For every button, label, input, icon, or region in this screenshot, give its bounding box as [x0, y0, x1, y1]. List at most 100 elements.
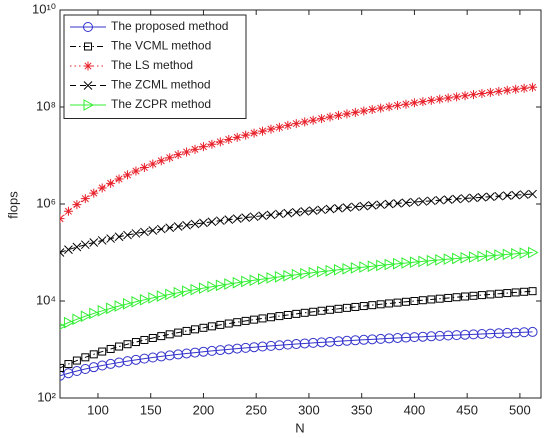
data-point: [266, 210, 276, 220]
data-point: [165, 153, 175, 163]
data-point: [444, 293, 453, 302]
data-point: [477, 250, 488, 263]
x-tick-label: 250: [245, 402, 267, 417]
data-point: [392, 332, 403, 343]
data-point: [232, 276, 244, 289]
y-tick-label: 10⁶: [36, 195, 56, 210]
data-point: [215, 345, 226, 356]
data-point: [106, 344, 115, 353]
data-point: [148, 159, 158, 169]
data-point: [409, 98, 419, 108]
y-tick-label: 10¹⁰: [32, 1, 56, 16]
data-point: [165, 223, 175, 233]
data-point: [148, 292, 159, 304]
data-point: [215, 216, 225, 226]
data-point: [376, 200, 386, 210]
data-point: [241, 213, 251, 222]
series-line: [60, 252, 533, 327]
data-point: [460, 91, 470, 101]
data-point: [385, 299, 394, 308]
data-point: [376, 300, 385, 309]
data-point: [401, 257, 413, 269]
x-tick-label: 500: [509, 402, 531, 417]
data-point: [317, 114, 327, 124]
data-point: [131, 295, 142, 308]
data-point: [60, 214, 65, 224]
data-point: [511, 84, 521, 94]
data-point: [376, 259, 387, 272]
data-point: [325, 264, 337, 277]
data-point: [97, 236, 107, 245]
x-axis-label: N: [295, 420, 304, 435]
data-point: [60, 363, 64, 372]
data-point: [274, 122, 284, 132]
data-point: [72, 200, 82, 210]
data-point: [106, 234, 115, 243]
legend-marker: [83, 81, 93, 90]
data-point: [477, 192, 487, 202]
data-point: [418, 255, 429, 268]
data-point: [291, 119, 301, 129]
data-point: [502, 85, 512, 95]
data-point: [384, 102, 394, 112]
data-point: [477, 88, 487, 98]
data-point: [80, 194, 90, 204]
data-point: [207, 280, 218, 293]
data-point: [468, 251, 480, 263]
data-point: [300, 308, 309, 317]
data-point: [528, 246, 539, 259]
data-point: [452, 194, 461, 204]
data-point: [156, 290, 168, 302]
data-point: [325, 336, 336, 347]
data-point: [418, 296, 427, 305]
legend-label: The VCML method: [111, 39, 211, 53]
data-point: [60, 322, 67, 330]
data-point: [485, 328, 496, 339]
data-point: [106, 178, 116, 188]
data-point: [89, 238, 99, 247]
data-point: [527, 326, 538, 337]
data-point: [115, 342, 124, 351]
data-point: [316, 337, 327, 348]
data-point: [282, 339, 293, 350]
data-point: [334, 203, 343, 213]
data-point: [198, 282, 210, 295]
data-point: [393, 298, 402, 307]
data-point: [123, 170, 133, 180]
data-point: [493, 328, 504, 339]
data-point: [494, 191, 504, 201]
data-point: [384, 258, 396, 271]
data-point: [224, 134, 234, 144]
data-point: [63, 316, 75, 329]
data-point: [393, 257, 404, 270]
data-point: [156, 156, 166, 166]
data-point: [265, 340, 276, 351]
data-point: [198, 142, 208, 152]
data-point: [443, 330, 454, 341]
x-tick-label: 400: [404, 402, 426, 417]
data-point: [300, 267, 311, 280]
data-point: [435, 294, 444, 303]
data-point: [240, 342, 251, 353]
data-point: [249, 274, 261, 287]
data-point: [114, 174, 124, 184]
data-point: [215, 279, 227, 292]
data-point: [283, 310, 292, 319]
data-point: [283, 120, 293, 130]
y-tick-label: 10⁴: [36, 292, 56, 307]
data-point: [350, 335, 361, 346]
data-point: [216, 320, 225, 329]
data-point: [435, 195, 445, 205]
legend-marker: [83, 99, 95, 111]
data-point: [148, 226, 158, 235]
data-point: [173, 286, 185, 299]
legend-box: [63, 14, 247, 119]
data-point: [97, 183, 107, 193]
data-point: [427, 295, 436, 304]
data-point: [486, 290, 495, 299]
data-point: [367, 105, 377, 115]
data-point: [191, 325, 200, 334]
data-point: [283, 269, 294, 282]
data-point: [131, 166, 141, 176]
data-point: [359, 201, 369, 211]
